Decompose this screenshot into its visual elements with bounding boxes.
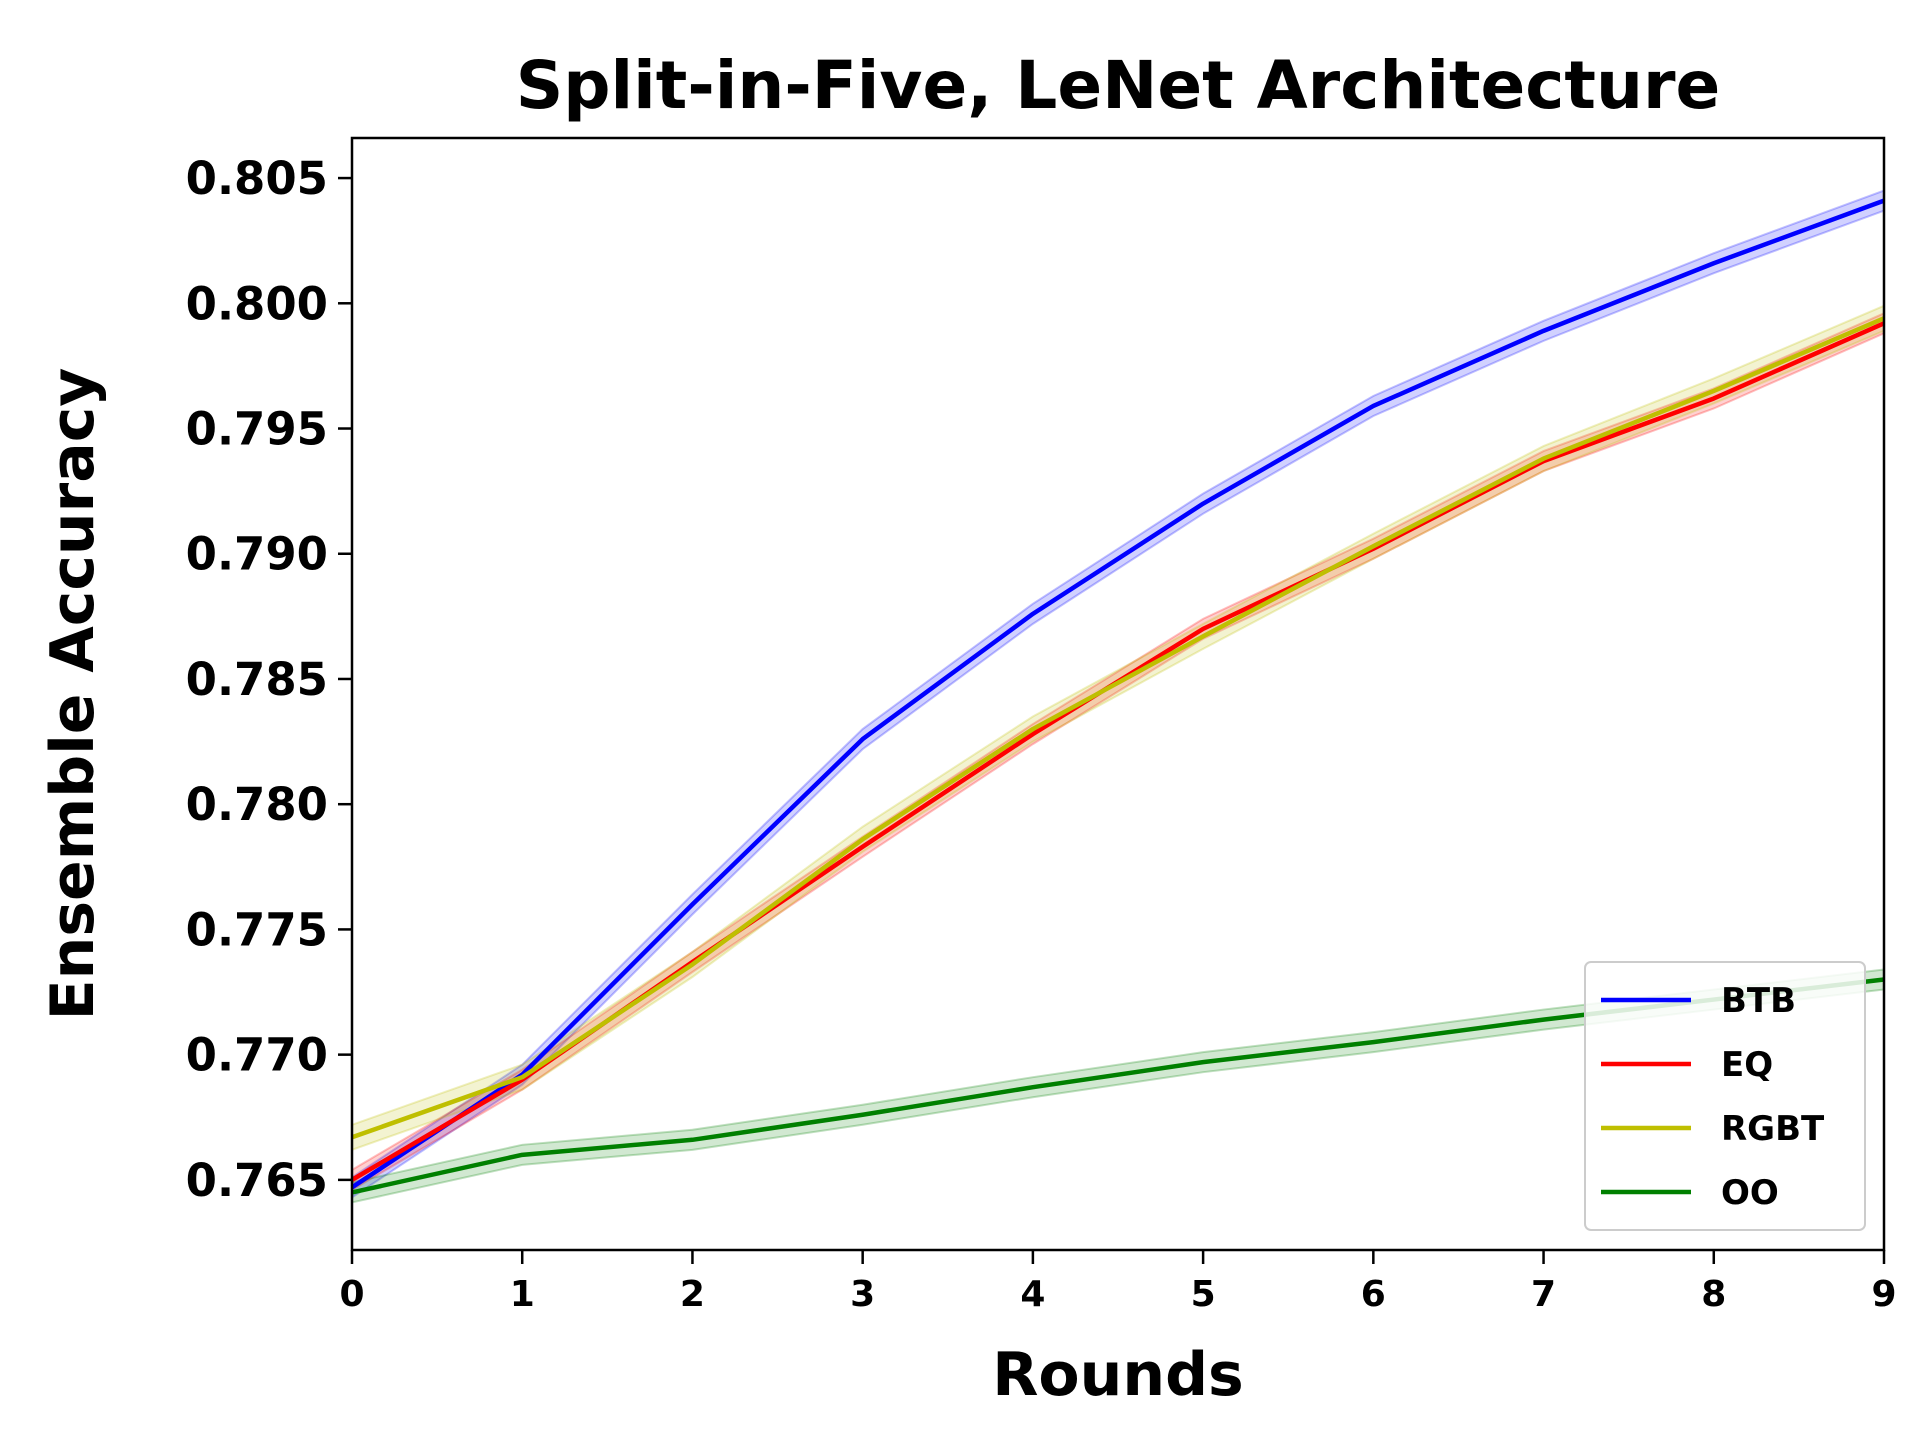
legend-label-eq: EQ: [1721, 1045, 1773, 1085]
y-tick-label: 0.800: [186, 277, 328, 330]
series-line-btb: [350, 198, 1885, 1190]
x-tick-label: 6: [1361, 1274, 1386, 1315]
x-tick-label: 4: [1020, 1274, 1045, 1315]
x-axis-ticks: 0 1 2 3 4 5 6 7 8 9: [339, 1250, 1897, 1315]
x-tick-label: 1: [510, 1274, 535, 1315]
chart-title: Split-in-Five, LeNet Architecture: [516, 47, 1721, 124]
y-tick-label: 0.765: [186, 1154, 328, 1207]
x-tick-label: 9: [1871, 1274, 1896, 1315]
x-tick-label: 0: [339, 1274, 364, 1315]
legend: BTB EQ RGBT OO: [1584, 961, 1866, 1231]
plot-frame: [350, 136, 1886, 1252]
legend-label-oo: OO: [1721, 1173, 1779, 1213]
x-tick-label: 3: [850, 1274, 875, 1315]
y-tick-label: 0.805: [186, 152, 328, 205]
y-tick-label: 0.770: [186, 1029, 328, 1082]
legend-label-rgbt: RGBT: [1721, 1109, 1825, 1149]
y-axis-label: Ensemble Accuracy: [38, 368, 108, 1021]
x-axis-label: Rounds: [992, 1340, 1244, 1410]
x-tick-label: 5: [1191, 1274, 1216, 1315]
legend-box: [1584, 961, 1866, 1231]
x-tick-label: 7: [1531, 1274, 1556, 1315]
y-tick-label: 0.790: [186, 528, 328, 581]
y-tick-label: 0.775: [186, 903, 328, 956]
x-tick-label: 2: [680, 1274, 705, 1315]
y-tick-label: 0.785: [186, 653, 328, 706]
legend-label-btb: BTB: [1721, 981, 1796, 1021]
x-tick-label: 8: [1701, 1274, 1726, 1315]
series-line-rgbt: [351, 316, 1885, 1140]
y-tick-label: 0.795: [186, 403, 328, 456]
y-tick-label: 0.780: [186, 778, 328, 831]
y-axis-ticks: 0.765 0.770 0.775 0.780 0.785 0.790 0.795 0.800…: [186, 152, 352, 1207]
